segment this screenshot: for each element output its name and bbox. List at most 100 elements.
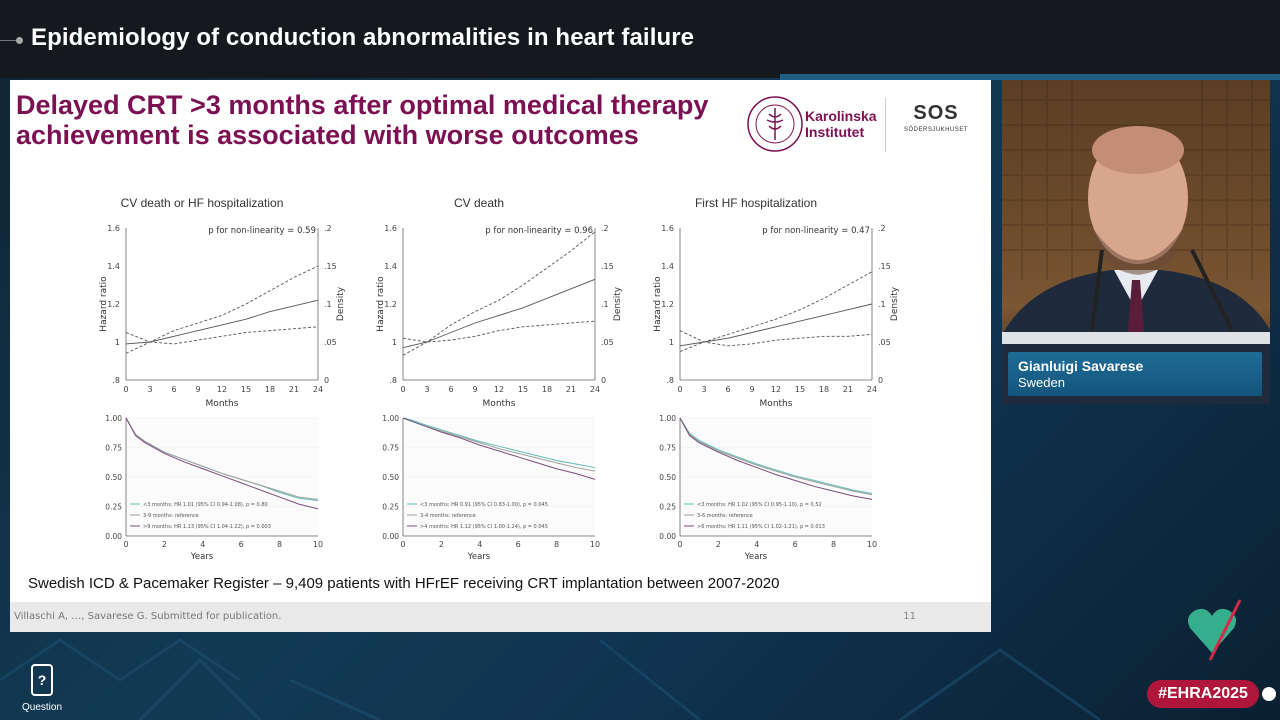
- y-tick-label: 1.6: [107, 224, 120, 233]
- session-title: Epidemiology of conduction abnormalities…: [31, 24, 695, 51]
- legend-label: >6 months: HR 1.11 (95% CI 1.02-1.21), p…: [697, 524, 825, 530]
- y-tick-label: 1.4: [107, 262, 120, 271]
- x-tick-label: 6: [725, 385, 730, 394]
- slide-caption: Swedish ICD & Pacemaker Register – 9,409…: [28, 575, 780, 592]
- y2-tick-label: 0: [878, 376, 883, 385]
- y-tick-label: 0.00: [105, 532, 122, 541]
- speaker-country: Sweden: [1018, 375, 1065, 390]
- svg-text:?: ?: [38, 672, 47, 688]
- x-tick-label: 21: [289, 385, 299, 394]
- chart-annotation: p for non-linearity = 0.96: [485, 226, 593, 236]
- series-line-ci: [125, 265, 319, 354]
- chart-title: First HF hospitalization: [695, 196, 817, 210]
- y-tick-label: 0.00: [382, 532, 399, 541]
- y-tick-label: 0.25: [105, 503, 122, 512]
- x-tick-label: 9: [472, 385, 477, 394]
- y-tick-label: .8: [112, 376, 120, 385]
- x-tick-label: 3: [147, 385, 152, 394]
- x-tick-label: 4: [477, 540, 482, 549]
- y2-tick-label: .1: [601, 300, 609, 309]
- km-series-line: [125, 417, 319, 500]
- series-line-ci: [679, 330, 873, 347]
- legend-label: 3-4 months: reference: [420, 513, 476, 519]
- x-tick-label: 2: [439, 540, 444, 549]
- x-tick-label: 10: [313, 540, 323, 549]
- y-tick-label: 0.75: [659, 444, 676, 453]
- question-label: Question: [21, 702, 63, 713]
- km-series-line: [402, 417, 596, 469]
- y-tick-label: 1.4: [384, 262, 397, 271]
- x-tick-label: 4: [200, 540, 205, 549]
- question-button[interactable]: ? Question: [18, 664, 66, 713]
- x-tick-label: 10: [867, 540, 877, 549]
- y2-tick-label: .15: [878, 262, 891, 271]
- ehra-heart-icon: [1188, 599, 1242, 661]
- x-tick-label: 0: [123, 385, 128, 394]
- slide-headline-line2: achievement is associated with worse out…: [16, 120, 639, 150]
- x-tick-label: 6: [239, 540, 244, 549]
- x-axis-label: Years: [744, 552, 768, 562]
- x-axis-label: Years: [190, 552, 214, 562]
- x-tick-label: 12: [217, 385, 227, 394]
- sos-logo: SOS SÖDERSJUKHUSET: [896, 102, 976, 133]
- y2-tick-label: 0: [324, 376, 329, 385]
- x-tick-label: 12: [771, 385, 781, 394]
- y-tick-label: 1.2: [384, 300, 397, 309]
- legend-label: 3-9 months: reference: [143, 513, 199, 519]
- x-tick-label: 9: [195, 385, 200, 394]
- charts-area: CV death or HF hospitalization.811.21.41…: [99, 196, 900, 562]
- y-tick-label: 0.25: [382, 503, 399, 512]
- y-tick-label: 0.00: [659, 532, 676, 541]
- series-line-estimate: [125, 299, 319, 345]
- y-tick-label: 1: [669, 338, 674, 347]
- title-bar: [0, 0, 1280, 78]
- legend-label: <3 months: HR 0.91 (95% CI 0.83-1.00), p…: [420, 502, 548, 508]
- x-tick-label: 2: [162, 540, 167, 549]
- x-tick-label: 8: [554, 540, 559, 549]
- y2-tick-label: .05: [601, 338, 614, 347]
- x-tick-label: 15: [518, 385, 528, 394]
- x-tick-label: 0: [123, 540, 128, 549]
- presentation-slide: Delayed CRT >3 months after optimal medi…: [10, 80, 991, 632]
- x-tick-label: 21: [566, 385, 576, 394]
- background-pattern: [0, 638, 1101, 720]
- y2-tick-label: .2: [878, 224, 886, 233]
- karolinska-logo: Karolinska Institutet: [805, 108, 877, 140]
- series-line-estimate: [679, 303, 873, 347]
- x-tick-label: 24: [590, 385, 600, 394]
- y-tick-label: 1: [392, 338, 397, 347]
- x-tick-label: 6: [516, 540, 521, 549]
- y-tick-label: 1.2: [661, 300, 674, 309]
- y2-tick-label: .15: [601, 262, 614, 271]
- y2-axis-label: Density: [336, 286, 346, 321]
- legend-label: >9 months: HR 1.13 (95% CI 1.04-1.22), p…: [143, 524, 271, 530]
- x-tick-label: 0: [400, 385, 405, 394]
- x-tick-label: 8: [277, 540, 282, 549]
- x-tick-label: 0: [677, 385, 682, 394]
- x-tick-label: 3: [424, 385, 429, 394]
- chart-title: CV death or HF hospitalization: [121, 196, 284, 210]
- y-tick-label: 0.75: [105, 444, 122, 453]
- x-tick-label: 0: [400, 540, 405, 549]
- title-bar-accent: [780, 74, 1280, 80]
- y-tick-label: 0.50: [105, 473, 122, 482]
- x-tick-label: 3: [701, 385, 706, 394]
- x-tick-label: 24: [313, 385, 323, 394]
- y-tick-label: 1.4: [661, 262, 674, 271]
- x-tick-label: 18: [265, 385, 275, 394]
- km-series-line: [402, 417, 596, 480]
- slide-headline-line1: Delayed CRT >3 months after optimal medi…: [16, 90, 709, 120]
- y-tick-label: .8: [666, 376, 674, 385]
- speaker-name: Gianluigi Savarese: [1018, 358, 1144, 374]
- y-tick-label: .8: [389, 376, 397, 385]
- legend-label: 3-6 months: reference: [697, 513, 753, 519]
- sos-logo-main: SOS: [913, 102, 959, 124]
- x-tick-label: 15: [241, 385, 251, 394]
- x-tick-label: 9: [749, 385, 754, 394]
- x-tick-label: 6: [448, 385, 453, 394]
- y2-tick-label: .15: [324, 262, 337, 271]
- km-series-line: [679, 417, 873, 496]
- chart-annotation: p for non-linearity = 0.47: [762, 226, 870, 236]
- y2-tick-label: .05: [878, 338, 891, 347]
- footer-reference: Villaschi A, …, Savarese G. Submitted fo…: [14, 611, 282, 622]
